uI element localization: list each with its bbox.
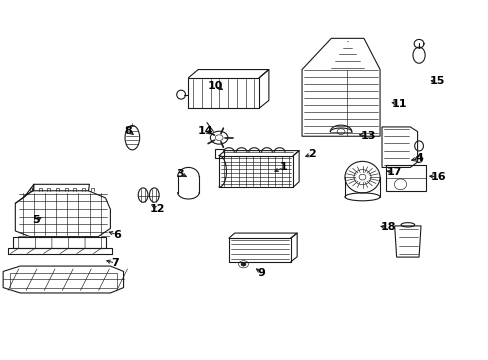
- Text: 3: 3: [176, 168, 183, 179]
- Bar: [215, 149, 224, 158]
- Bar: [385, 165, 425, 192]
- Text: 4: 4: [414, 153, 422, 163]
- Text: 2: 2: [307, 149, 315, 159]
- Text: 12: 12: [150, 204, 165, 215]
- Text: 11: 11: [391, 99, 407, 109]
- Text: 16: 16: [430, 172, 446, 182]
- Text: 8: 8: [124, 126, 132, 135]
- Text: 14: 14: [197, 126, 213, 135]
- Text: 9: 9: [257, 267, 265, 278]
- Text: 5: 5: [32, 215, 40, 225]
- Text: 15: 15: [428, 76, 444, 86]
- Text: 1: 1: [279, 162, 287, 172]
- Text: 17: 17: [386, 167, 402, 177]
- Text: 18: 18: [380, 222, 395, 232]
- Text: 7: 7: [111, 258, 119, 268]
- Text: 6: 6: [113, 230, 121, 239]
- Circle shape: [241, 262, 245, 266]
- Text: 13: 13: [361, 131, 376, 141]
- Text: 10: 10: [207, 81, 223, 91]
